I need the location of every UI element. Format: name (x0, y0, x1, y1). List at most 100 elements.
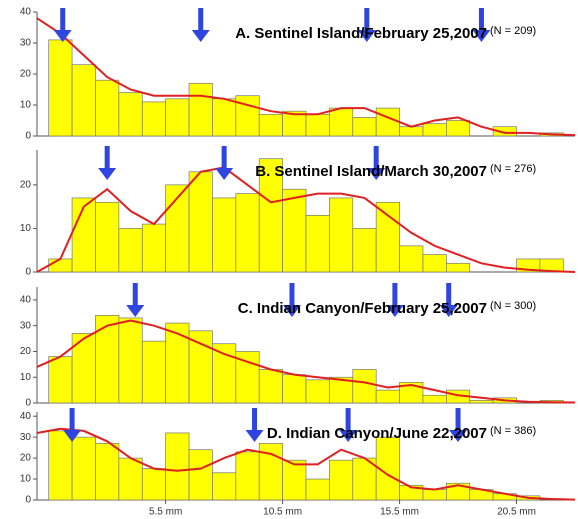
bar (375, 436, 400, 501)
bar (305, 215, 330, 273)
y-tick-label: 20 (20, 453, 32, 464)
bar (141, 468, 167, 501)
arrow (191, 8, 210, 42)
arrow (472, 8, 491, 42)
bar (141, 101, 167, 137)
bar (48, 430, 73, 501)
x-tick-label: 20.5 mm (497, 507, 536, 518)
bar (352, 369, 377, 404)
arrow (282, 283, 301, 317)
arrow-head (367, 168, 386, 180)
arrow (53, 8, 72, 42)
bar (329, 107, 354, 137)
bar (95, 315, 120, 404)
bar (422, 489, 447, 501)
y-tick-label: 30 (20, 38, 32, 49)
bar (445, 262, 471, 273)
x-tick-label: 10.5 mm (263, 507, 302, 518)
bar (329, 459, 354, 501)
bar (48, 356, 73, 404)
y-tick-label: 20 (20, 346, 32, 357)
bar (352, 117, 377, 137)
arrow-head (385, 305, 404, 317)
bar (118, 228, 143, 273)
arrow-head (53, 30, 72, 42)
arrow (385, 283, 404, 317)
bar (399, 382, 424, 404)
n-label: (N = 276) (490, 163, 536, 175)
bar (492, 126, 517, 137)
bar (235, 95, 260, 137)
bar (258, 113, 283, 137)
fit-line (36, 427, 576, 501)
bar (165, 432, 190, 501)
arrow-head (472, 30, 491, 42)
arrow-head (98, 168, 117, 180)
bar (352, 228, 377, 273)
bar (118, 457, 143, 501)
n-label: (N = 209) (490, 25, 536, 37)
fit-line (36, 166, 576, 273)
bar (422, 123, 447, 137)
y-tick-label: 0 (25, 267, 31, 278)
bar (399, 126, 424, 137)
arrow-head (339, 430, 358, 442)
bar (95, 201, 120, 273)
bar (375, 389, 400, 404)
bar (282, 459, 307, 501)
bar (375, 201, 400, 273)
arrow-head (449, 430, 468, 442)
bar (399, 245, 424, 273)
bar (258, 369, 283, 404)
bar (165, 322, 190, 404)
y-tick-label: 10 (20, 372, 32, 383)
bar (212, 472, 237, 501)
arrow (339, 408, 358, 442)
y-tick-label: 20 (20, 69, 32, 80)
y-tick-label: 0 (25, 495, 31, 506)
y-tick-label: 10 (20, 100, 32, 111)
panel-title: D. Indian Canyon/June 22,2007 (267, 425, 487, 442)
arrow (215, 146, 234, 180)
arrow-head (245, 430, 264, 442)
arrow (367, 146, 386, 180)
panel-title: A. Sentinel Island/February 25,2007 (235, 25, 487, 42)
arrow-head (63, 430, 82, 442)
x-tick-label: 5.5 mm (149, 507, 182, 518)
bar (188, 449, 213, 501)
y-tick-label: 10 (20, 474, 32, 485)
arrow-head (215, 168, 234, 180)
arrow-head (191, 30, 210, 42)
bar (95, 79, 120, 137)
bar (422, 254, 447, 273)
y-tick-label: 0 (25, 131, 31, 142)
y-tick-label: 0 (25, 398, 31, 409)
arrow (449, 408, 468, 442)
bar (305, 113, 330, 137)
panel-title: C. Indian Canyon/February 25,2007 (238, 300, 487, 317)
bar (422, 394, 447, 404)
bar (188, 82, 213, 137)
fit-line (36, 17, 576, 137)
bar (305, 478, 330, 501)
bar (212, 98, 237, 137)
bar (48, 258, 73, 273)
bar (118, 92, 143, 137)
bar (71, 64, 96, 137)
bar (118, 317, 143, 404)
fit-line (36, 319, 576, 404)
y-tick-label: 30 (20, 432, 32, 443)
arrow-head (357, 30, 376, 42)
arrow (126, 283, 145, 317)
bar (188, 171, 213, 273)
bar (212, 197, 237, 273)
y-tick-label: 40 (20, 411, 32, 422)
bar (141, 340, 167, 404)
bar (165, 98, 190, 137)
arrow (98, 146, 117, 180)
bar (282, 374, 307, 404)
y-tick-label: 30 (20, 320, 32, 331)
bar (188, 330, 213, 404)
panel-title: B. Sentinel Island/March 30,2007 (255, 163, 487, 180)
bar (469, 400, 494, 404)
